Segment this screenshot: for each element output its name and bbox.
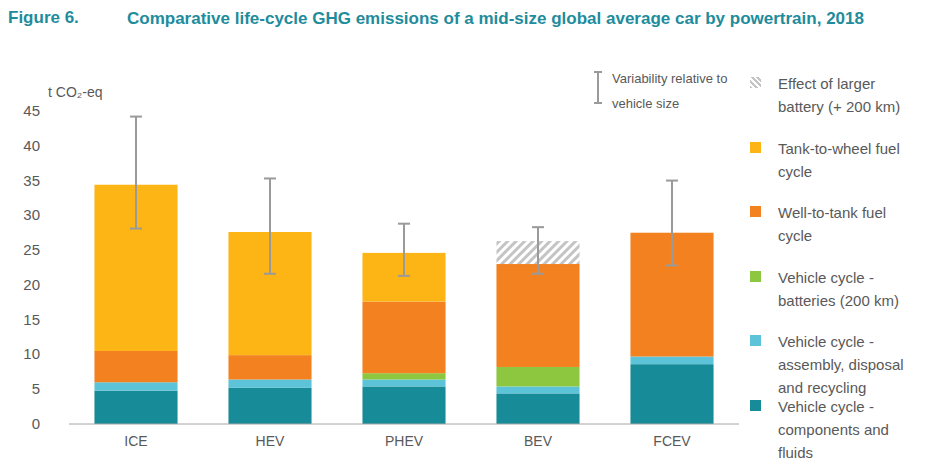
y-tick-label: 10 [23,345,40,362]
error-bar [398,224,410,276]
error-bar-cap [532,226,544,228]
error-bar-stem [269,178,271,273]
y-tick-label: 5 [32,380,40,397]
y-tick [44,111,46,112]
error-bar [264,178,276,273]
legend-label: Vehicle cycle - batteries (200 km) [778,266,923,312]
error-bar-cap [398,223,410,225]
figure-number: Figure 6. [8,8,79,28]
legend-label: Tank-to-wheel fuel cycle [778,137,923,183]
legend-label: Vehicle cycle - assembly, disposal and r… [778,330,923,399]
legend-swatch [750,335,761,346]
y-tick [44,319,46,320]
y-tick [44,389,46,390]
y-tick-label: 25 [23,241,40,258]
y-tick [44,215,46,216]
x-tick-label: ICE [124,433,147,449]
legend-error-icon [594,102,602,104]
x-tick-label: FCEV [653,433,691,449]
chart-title: Comparative life-cycle GHG emissions of … [127,8,897,30]
bar-segment [630,357,713,365]
error-bar-cap [130,116,142,118]
error-bar-cap [532,273,544,275]
y-axis-label: t CO₂-eq [48,84,102,100]
error-bar [532,227,544,274]
bar-segment [362,302,445,374]
legend-swatch [750,142,761,153]
x-tick-label: HEV [256,433,285,449]
bar-segment [362,373,445,379]
legend-swatch [750,77,761,88]
bar-segment [362,386,445,424]
x-axis-line [69,424,739,425]
y-tick-label: 30 [23,206,40,223]
bar-segment [496,264,579,367]
y-tick-label: 15 [23,311,40,328]
chart-root: Figure 6. Comparative life-cycle GHG emis… [0,0,927,474]
bar-segment [94,391,177,424]
error-bar-stem [671,181,673,266]
error-bar-cap [264,177,276,179]
bar-segment [496,393,579,424]
y-tick [44,250,46,251]
bar-segment [362,379,445,386]
x-tick-label: PHEV [385,433,424,449]
legend-error-label: Variability relative to vehicle size [612,66,732,116]
error-bar-cap [666,180,678,182]
legend-error-icon [594,71,602,73]
legend-swatch [750,271,761,282]
y-tick-label: 20 [23,276,40,293]
error-bar [130,117,142,229]
bar-segment [228,379,311,387]
legend-label: Effect of larger battery (+ 200 km) [778,72,923,118]
bar-segment [94,351,177,382]
legend-swatch [750,400,761,411]
bar-segment [496,386,579,393]
error-bar-cap [264,273,276,275]
bar-segment [94,382,177,390]
y-tick-label: 40 [23,137,40,154]
bar-segment [630,364,713,424]
error-bar-stem [135,117,137,229]
bar-segment [496,367,579,386]
bar-segment [228,355,311,379]
legend-swatch [750,206,761,217]
error-bar [666,181,678,266]
y-tick [44,284,46,285]
y-tick-label: 45 [23,102,40,119]
y-tick [44,354,46,355]
x-tick-label: BEV [524,433,553,449]
y-tick [44,180,46,181]
error-bar-stem [537,227,539,274]
legend-label: Vehicle cycle - components and fluids [778,395,923,464]
error-bar-cap [130,228,142,230]
error-bar-stem [403,224,405,276]
legend-error-icon [597,72,599,103]
legend-label: Well-to-tank fuel cycle [778,201,923,247]
y-tick [44,145,46,146]
error-bar-cap [398,275,410,277]
y-tick-label: 35 [23,172,40,189]
y-tick [44,424,46,425]
bar-segment [228,388,311,424]
bars [94,117,713,424]
y-tick-label: 0 [32,415,40,432]
error-bar-cap [666,264,678,266]
